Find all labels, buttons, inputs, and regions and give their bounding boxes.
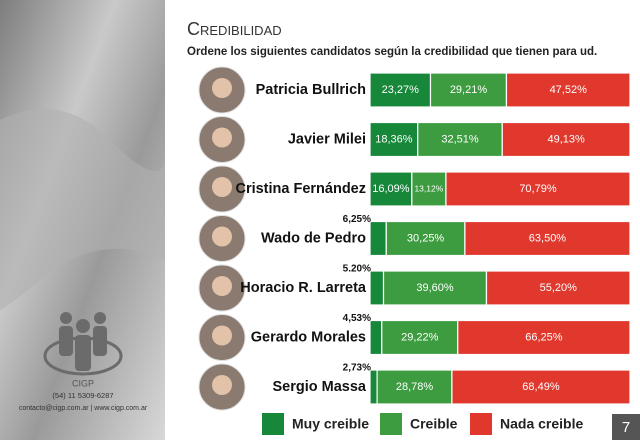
legend-label: Nada creible <box>500 416 583 432</box>
value-label: 5.20% <box>343 264 371 275</box>
subtitle: Ordene los siguientes candidatos según l… <box>187 46 597 58</box>
legend-swatch <box>262 413 284 435</box>
candidate-face <box>212 276 232 296</box>
bar-segment <box>464 220 631 257</box>
bar-segment <box>369 369 378 405</box>
value-label: 70,79% <box>519 183 557 195</box>
value-label: 29,22% <box>401 331 439 343</box>
value-label: 39,60% <box>416 282 454 294</box>
candidate-face <box>212 325 232 346</box>
value-label: 55,20% <box>540 282 578 294</box>
logo-text: CIGP <box>72 378 94 388</box>
bar-segment <box>505 72 631 108</box>
value-label: 32,51% <box>441 133 479 145</box>
value-label: 4,53% <box>343 313 371 324</box>
chart-title: Credibilidad <box>187 19 282 39</box>
bar-segment <box>376 369 453 405</box>
legend-swatch <box>380 413 402 435</box>
category-label: Sergio Massa <box>273 379 367 395</box>
page-number-box <box>612 414 640 440</box>
value-label: 30,25% <box>407 232 445 244</box>
bar-segment <box>381 319 459 356</box>
map-shape <box>0 108 165 310</box>
logo-icon <box>43 312 123 376</box>
bar-segment <box>382 270 488 306</box>
bar-segment <box>369 319 383 356</box>
value-label: 29,21% <box>450 84 488 96</box>
value-label: 47,52% <box>550 84 588 96</box>
value-label: 6,25% <box>343 214 371 225</box>
page-number: 7 <box>622 419 630 436</box>
bar-segment <box>501 121 631 158</box>
contact: contacto@cigp.com.ar | www.cigp.com.ar <box>19 405 148 412</box>
bar-segment <box>485 270 631 306</box>
value-label: 49,13% <box>547 133 585 145</box>
bar-segment <box>369 220 387 257</box>
category-label: Horacio R. Larreta <box>240 280 367 296</box>
candidate-face <box>212 226 232 247</box>
bar-segment <box>411 171 447 207</box>
value-label: 2,73% <box>343 363 371 374</box>
value-label: 13,12% <box>414 183 443 193</box>
bar-segment <box>385 220 466 257</box>
candidate-face <box>212 78 232 98</box>
candidate-face <box>212 127 232 148</box>
value-label: 23,27% <box>382 84 420 96</box>
legend-label: Creible <box>410 416 458 432</box>
bar-segment <box>369 121 419 158</box>
category-label: Javier Milei <box>288 131 366 147</box>
bar-segment <box>445 171 631 207</box>
value-label: 63,50% <box>529 232 567 244</box>
bar-segment <box>369 270 385 306</box>
bar-segment <box>457 319 631 356</box>
bar-segment <box>451 369 631 405</box>
bar-segment <box>417 121 503 158</box>
category-label: Gerardo Morales <box>251 329 366 345</box>
legend-swatch <box>470 413 492 435</box>
category-label: Patricia Bullrich <box>256 82 366 98</box>
category-label: Wado de Pedro <box>261 230 366 246</box>
candidate-face <box>212 177 232 197</box>
candidate-face <box>212 375 232 395</box>
value-label: 68,49% <box>522 381 560 393</box>
category-label: Cristina Fernández <box>235 181 366 197</box>
value-label: 66,25% <box>525 331 563 343</box>
value-label: 16,09% <box>372 183 410 195</box>
value-label: 28,78% <box>396 381 434 393</box>
phone: (54) 11 5309-6287 <box>52 391 113 400</box>
legend-label: Muy creible <box>292 416 369 432</box>
bar-segment <box>369 72 432 108</box>
value-label: 18,36% <box>375 133 413 145</box>
